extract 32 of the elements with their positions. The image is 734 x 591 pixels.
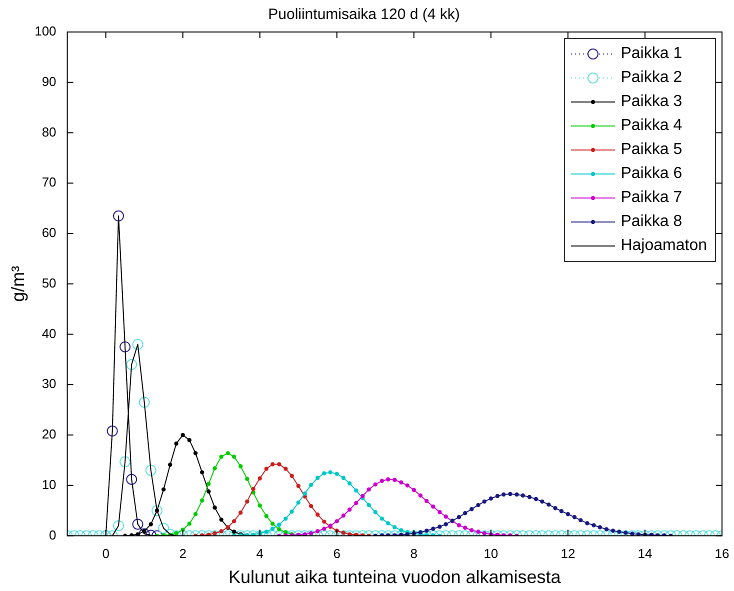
x-tick-label: 10 bbox=[484, 546, 498, 562]
y-tick-label: 40 bbox=[42, 326, 56, 341]
x-axis-title: Kulunut aika tunteina vuodon alkamisesta bbox=[228, 567, 562, 588]
y-tick-label: 100 bbox=[34, 24, 56, 39]
x-tick-label: 6 bbox=[333, 546, 340, 562]
legend-label: Paikka 7 bbox=[620, 189, 682, 207]
legend-label: Paikka 4 bbox=[620, 117, 682, 135]
x-tick-label: 4 bbox=[256, 546, 264, 562]
y-tick-label: 10 bbox=[42, 477, 56, 492]
legend-label: Hajoamaton bbox=[620, 237, 707, 255]
y-tick-label: 30 bbox=[42, 376, 56, 392]
chart-title: Puoliintumisaika 120 d (4 kk) bbox=[268, 6, 460, 24]
legend-label: Paikka 3 bbox=[620, 93, 682, 111]
y-tick-label: 70 bbox=[42, 174, 56, 190]
y-tick-label: 80 bbox=[42, 124, 56, 140]
y-tick-label: 0 bbox=[49, 527, 56, 542]
y-axis-title: g/m³ bbox=[8, 266, 28, 302]
x-tick-label: 14 bbox=[638, 546, 652, 562]
legend-label: Paikka 5 bbox=[620, 141, 682, 159]
legend-label: Paikka 2 bbox=[620, 69, 682, 87]
legend-label: Paikka 6 bbox=[620, 165, 682, 183]
y-tick-label: 50 bbox=[42, 275, 56, 290]
x-tick-label: 0 bbox=[102, 546, 110, 562]
x-tick-label: 12 bbox=[560, 546, 576, 562]
x-tick-label: 16 bbox=[714, 546, 730, 562]
y-tick-label: 60 bbox=[42, 225, 56, 240]
legend-label: Paikka 8 bbox=[620, 213, 682, 231]
x-tick-label: 8 bbox=[410, 546, 418, 562]
x-tick-label: 2 bbox=[179, 546, 186, 562]
y-tick-label: 90 bbox=[42, 74, 56, 89]
legend-label: Paikka 1 bbox=[620, 45, 682, 63]
y-tick-label: 20 bbox=[42, 426, 56, 442]
